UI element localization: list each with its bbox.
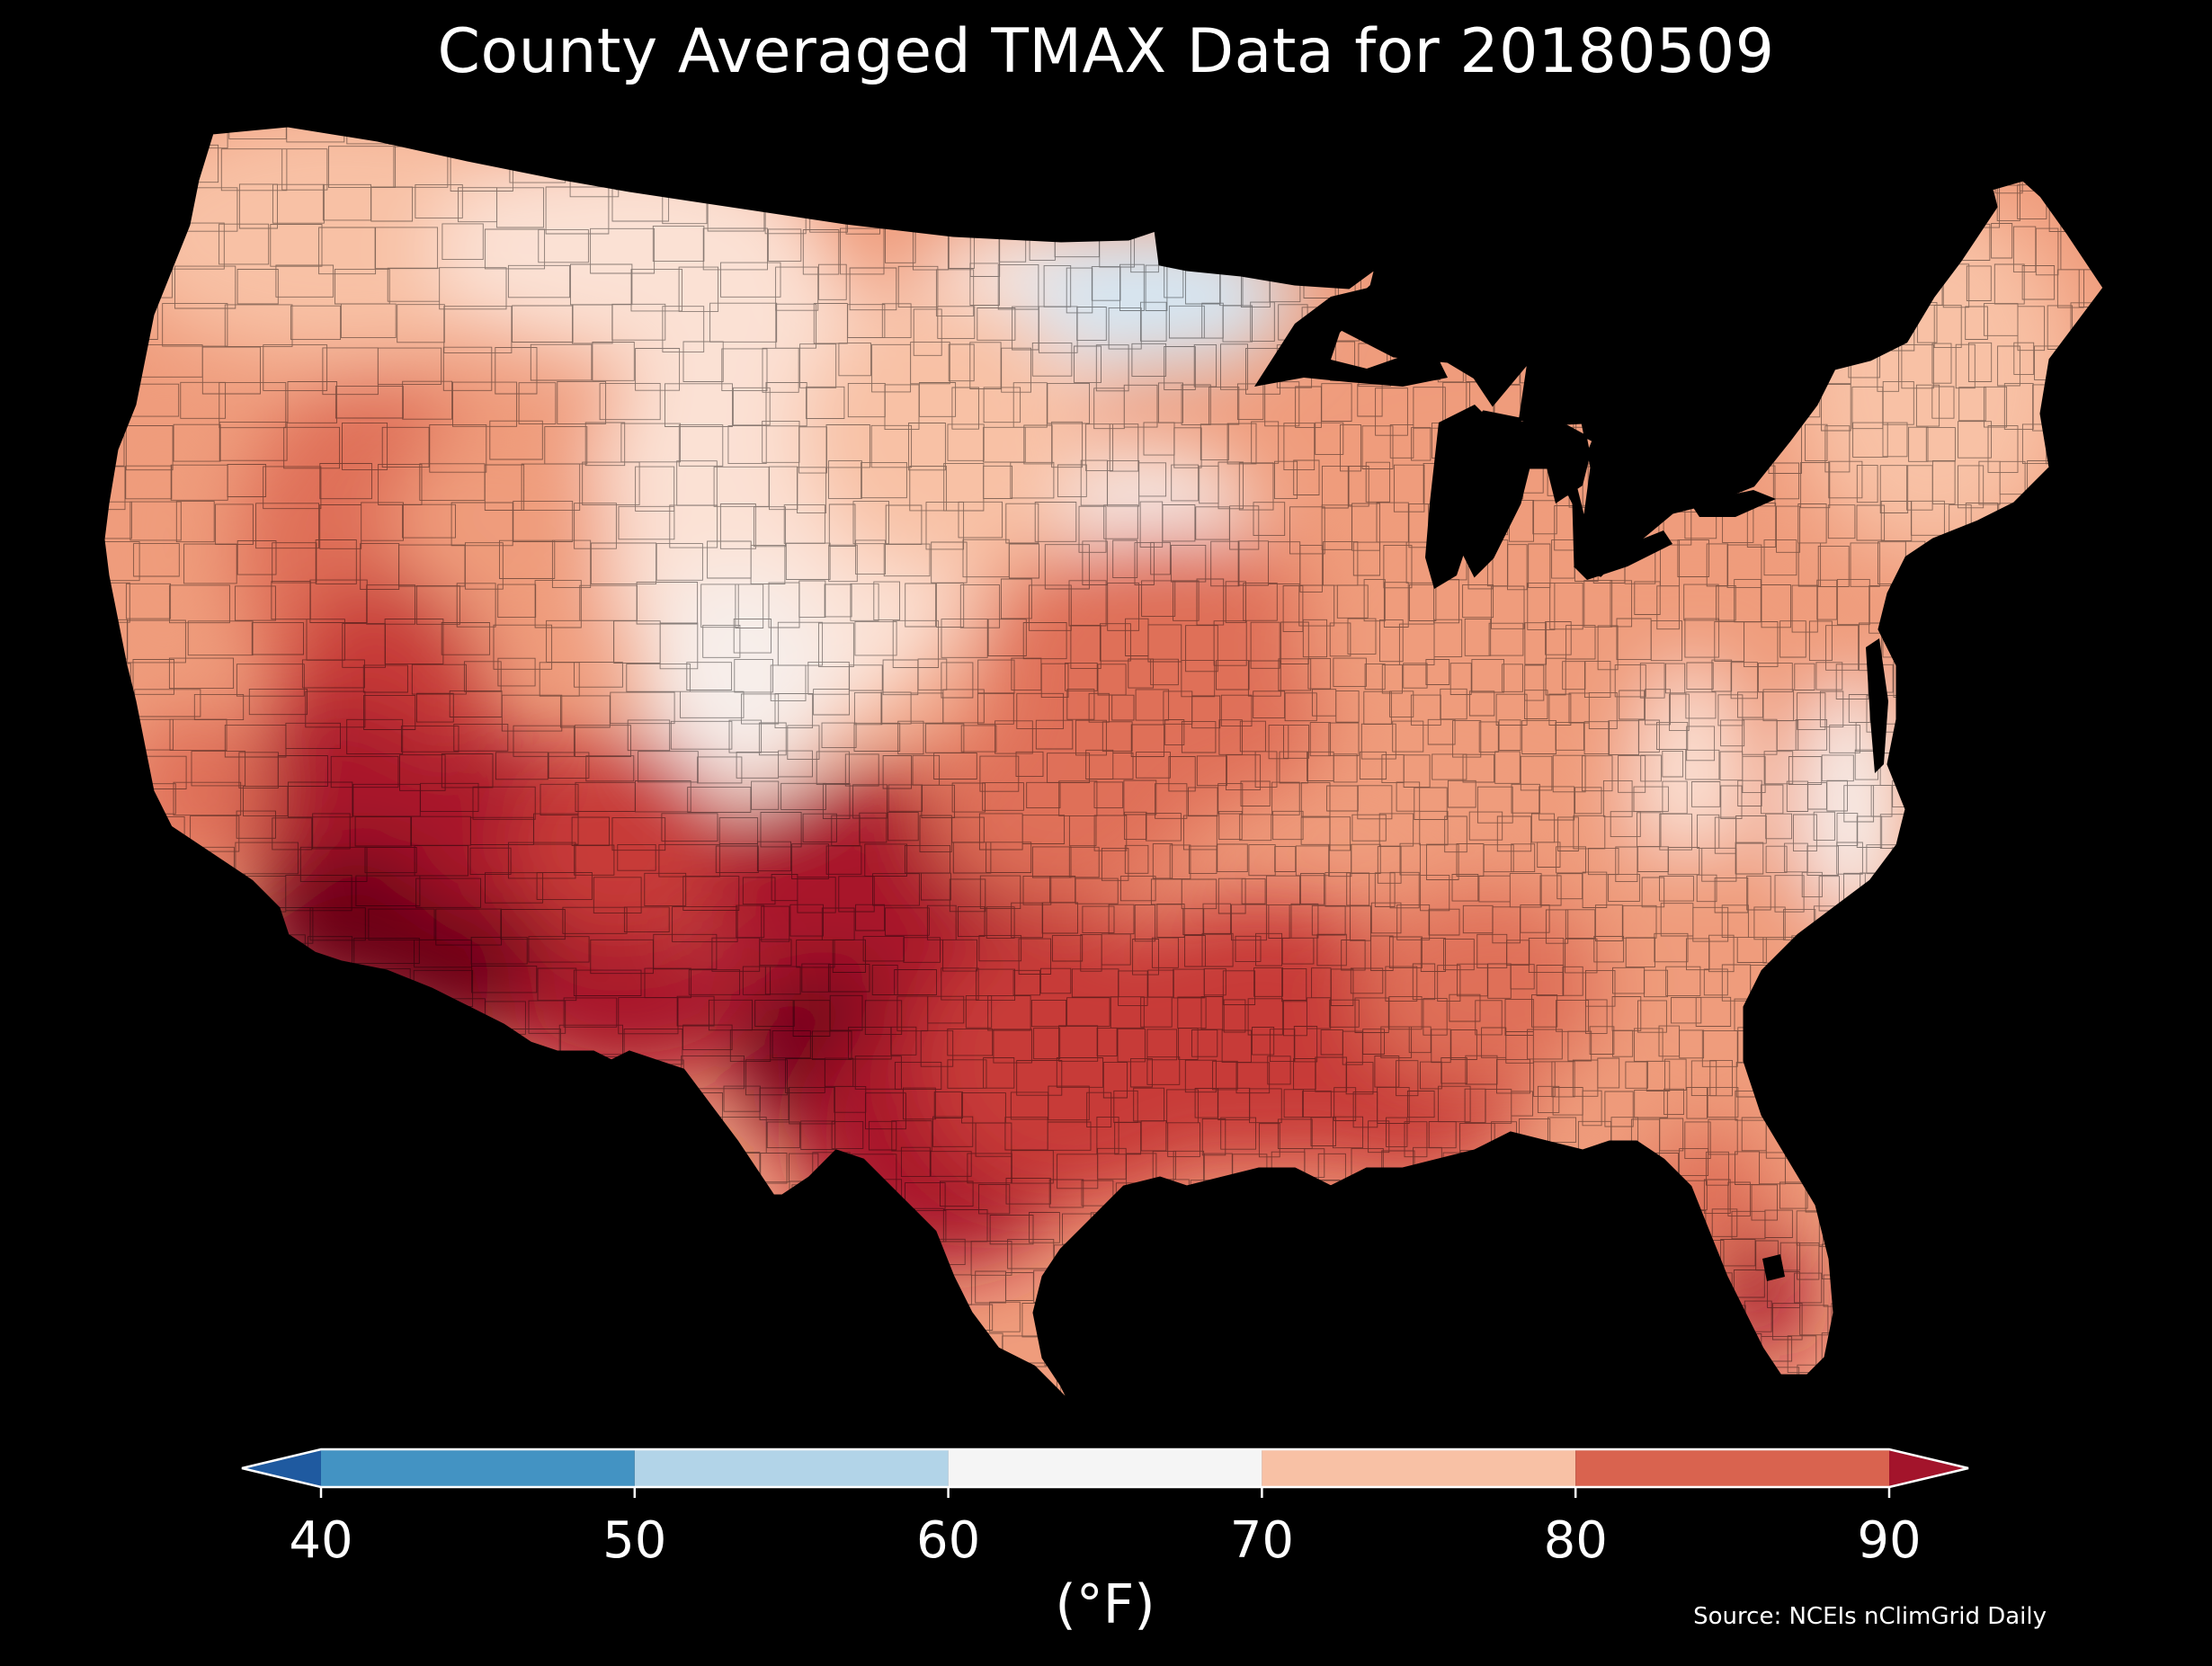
colorbar-bin (321, 1449, 635, 1487)
colorbar-bin (948, 1449, 1262, 1487)
temperature-region (1034, 450, 1250, 557)
colorbar-bin (1575, 1449, 1889, 1487)
colorbar-under-arrow (242, 1449, 321, 1487)
colorbar-tick-label: 60 (916, 1511, 980, 1570)
colorbar-over-arrow (1889, 1449, 1968, 1487)
colorbar-tick-label: 80 (1544, 1511, 1608, 1570)
temperature-region (1358, 890, 1610, 1088)
chesapeake-bay (1866, 638, 1888, 773)
colorbar-bin (1262, 1449, 1576, 1487)
colorbar-tick-label: 40 (289, 1511, 352, 1570)
temperature-region (396, 414, 611, 665)
lake-okeechobee (1762, 1254, 1785, 1281)
temperature-region (504, 935, 755, 1079)
colorbar-bin (634, 1449, 949, 1487)
map-title: County Averaged TMAX Data for 20180509 (437, 16, 1775, 87)
colorbar-unit-label: (°F) (1055, 1573, 1155, 1636)
colorbar-tick-label: 50 (602, 1511, 666, 1570)
source-credit: Source: NCEIs nClimGrid Daily (1693, 1603, 2047, 1630)
colorbar-tick-label: 90 (1857, 1511, 1921, 1570)
temperature-region (103, 396, 225, 683)
lake-superior (1254, 286, 1448, 387)
temperature-region (926, 710, 1196, 908)
lake-michigan (1425, 405, 1493, 589)
lake-ontario (1690, 490, 1776, 517)
temperature-region (638, 566, 836, 800)
temperature-region (800, 288, 1088, 575)
colorbar-tick-label: 70 (1230, 1511, 1294, 1570)
temperature-region (513, 737, 728, 953)
